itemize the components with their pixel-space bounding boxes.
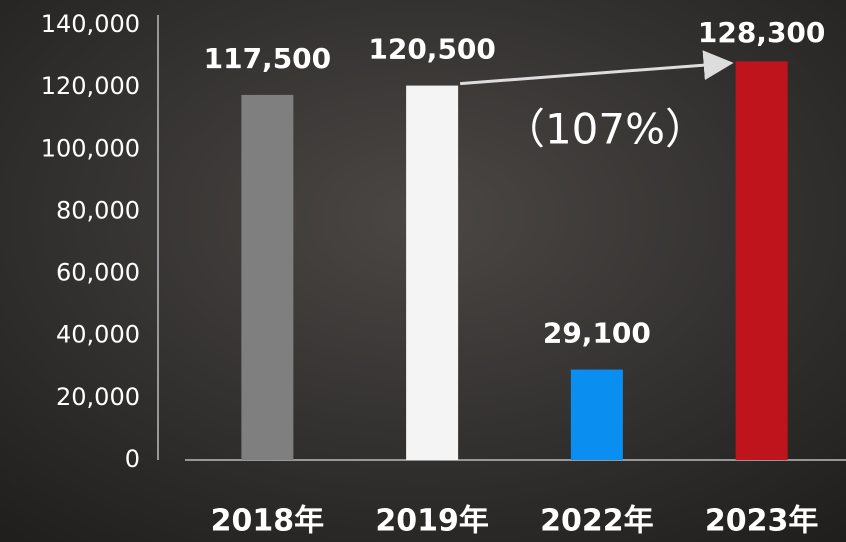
y-tick-label: 40,000: [56, 321, 140, 349]
y-tick-label: 60,000: [56, 259, 140, 287]
y-tick-label: 140,000: [41, 10, 140, 38]
x-tick-label: 2019年: [375, 504, 489, 539]
bar: [406, 85, 459, 460]
bar: [735, 61, 788, 460]
y-tick-label: 20,000: [56, 383, 140, 411]
value-label: 117,500: [204, 42, 332, 75]
y-tick-label: 0: [125, 445, 140, 473]
y-tick-label: 80,000: [56, 196, 140, 224]
value-label: 29,100: [543, 317, 651, 350]
x-tick-label: 2018年: [211, 504, 325, 539]
value-label: 120,500: [368, 33, 496, 66]
x-tick-label: 2022年: [540, 504, 654, 539]
value-label: 128,300: [698, 16, 826, 49]
y-tick-label: 100,000: [41, 134, 140, 162]
bar: [570, 369, 623, 460]
x-tick-label: 2023年: [705, 504, 819, 539]
annotation: （107%）: [503, 105, 707, 154]
growth-arrow: [460, 50, 734, 86]
y-tick-label: 120,000: [41, 72, 140, 100]
bar: [241, 94, 294, 461]
